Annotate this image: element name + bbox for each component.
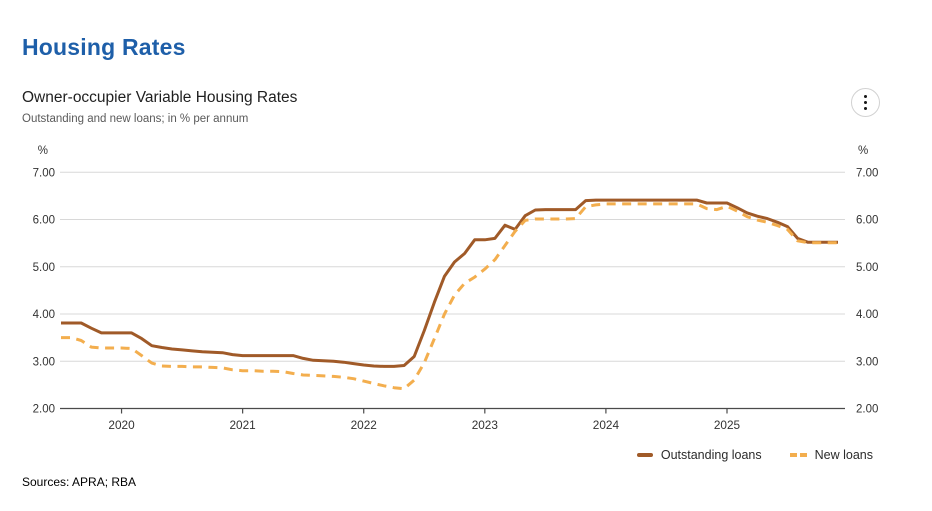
y-axis-label-left: 4.00 xyxy=(33,309,55,321)
legend-item-outstanding-loans: Outstanding loans xyxy=(636,448,762,462)
y-axis-label-left: 7.00 xyxy=(33,167,55,179)
chart-title: Owner-occupier Variable Housing Rates xyxy=(22,89,298,106)
y-axis-unit-right: % xyxy=(858,145,868,157)
y-axis-label-right: 7.00 xyxy=(856,167,878,179)
outstanding-loans-line xyxy=(61,198,838,368)
x-axis-label: 2021 xyxy=(230,418,256,432)
y-axis-label-right: 5.00 xyxy=(856,262,878,274)
y-axis-label-left: 2.00 xyxy=(33,404,55,416)
legend-label: Outstanding loans xyxy=(660,448,762,462)
chart-legend: Outstanding loans New loans xyxy=(636,448,873,462)
x-axis-label: 2020 xyxy=(108,418,135,432)
new-loans-swatch-icon xyxy=(789,453,807,457)
y-axis-label-left: 5.00 xyxy=(33,262,55,274)
y-axis-label-left: 3.00 xyxy=(33,356,55,368)
y-axis-label-right: 3.00 xyxy=(856,356,878,368)
x-axis-label: 2025 xyxy=(714,418,741,432)
x-axis-label: 2022 xyxy=(351,418,377,432)
legend-label: New loans xyxy=(814,448,873,462)
y-axis-label-right: 2.00 xyxy=(856,404,878,416)
x-axis-label: 2023 xyxy=(472,418,499,432)
y-axis-label-right: 6.00 xyxy=(856,215,878,227)
legend-item-new-loans: New loans xyxy=(789,448,873,462)
y-axis-label-left: 6.00 xyxy=(33,215,55,227)
y-axis-label-right: 4.00 xyxy=(856,309,878,321)
chart-subtitle: Outstanding and new loans; in % per annu… xyxy=(22,113,249,125)
sources-note: Sources: APRA; RBA xyxy=(22,475,137,489)
x-axis-label: 2024 xyxy=(593,418,620,432)
chart-menu-button[interactable] xyxy=(851,88,880,117)
y-axis-unit-left: % xyxy=(38,145,48,157)
page-title: Housing Rates xyxy=(22,34,186,60)
outstanding-loans-swatch-icon xyxy=(636,453,653,457)
